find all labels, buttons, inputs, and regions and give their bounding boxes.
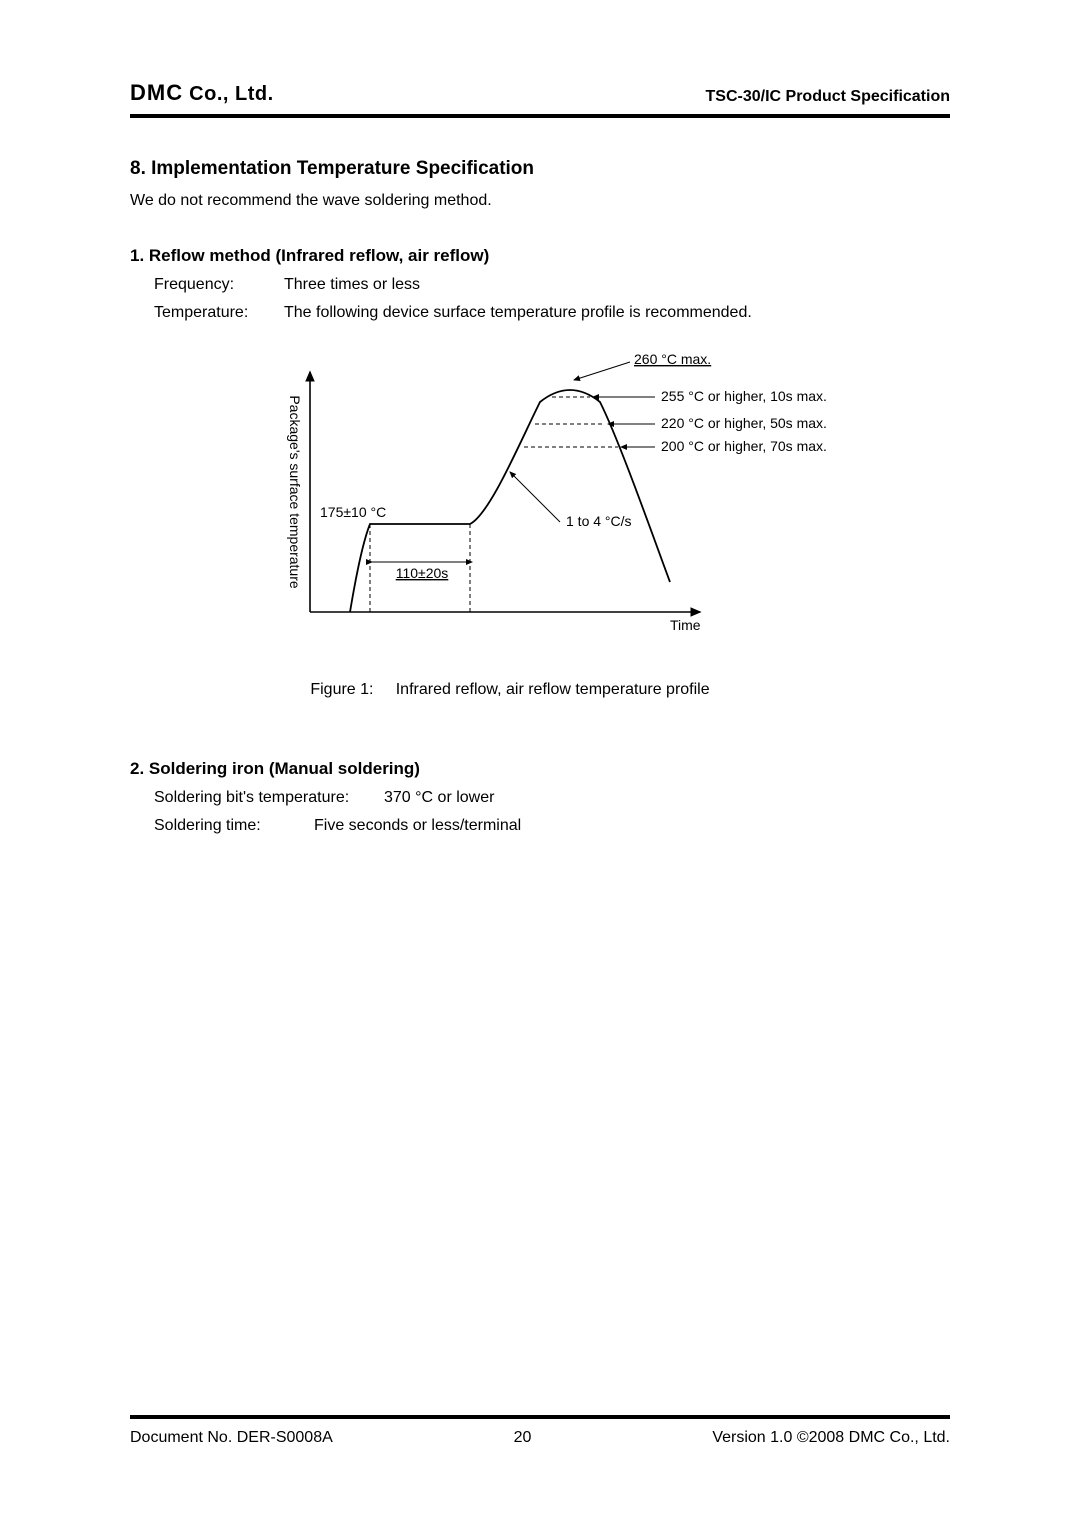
logo-suffix: Co., Ltd.: [183, 83, 274, 105]
reflow-profile-chart: Package's surface temperature Time 175±10 …: [260, 352, 840, 652]
solder-bit-row: Soldering bit's temperature: 370 °C or l…: [130, 789, 950, 807]
footer-doc-no: Document No. DER-S0008A: [130, 1429, 333, 1447]
page-container: DMC Co., Ltd. TSC-30/IC Product Specific…: [130, 80, 950, 1447]
svg-text:200 °C or higher, 70s max.: 200 °C or higher, 70s max.: [661, 438, 827, 454]
svg-text:220 °C or higher, 50s max.: 220 °C or higher, 50s max.: [661, 415, 827, 431]
page-header: DMC Co., Ltd. TSC-30/IC Product Specific…: [130, 80, 950, 112]
footer-version: Version 1.0 ©2008 DMC Co., Ltd.: [712, 1429, 950, 1447]
footer-row: Document No. DER-S0008A 20 Version 1.0 ©…: [130, 1429, 950, 1447]
solder-time-row: Soldering time: Five seconds or less/ter…: [130, 817, 950, 835]
svg-text:1 to 4 °C/s: 1 to 4 °C/s: [566, 513, 632, 529]
logo-main: DMC: [130, 80, 183, 105]
solder-time-value: Five seconds or less/terminal: [314, 817, 950, 835]
section-intro: We do not recommend the wave soldering m…: [130, 192, 950, 210]
reflow-heading: 1. Reflow method (Infrared reflow, air r…: [130, 246, 950, 266]
figure-caption-text: Infrared reflow, air reflow temperature …: [396, 681, 710, 698]
temperature-label: Temperature:: [154, 304, 284, 322]
solder-bit-value: 370 °C or lower: [384, 789, 950, 807]
svg-text:Package's surface temperature: Package's surface temperature: [287, 395, 303, 589]
soldering-heading: 2. Soldering iron (Manual soldering): [130, 759, 950, 779]
header-rule: [130, 114, 950, 118]
svg-text:175±10 °C: 175±10 °C: [320, 504, 386, 520]
frequency-row: Frequency: Three times or less: [130, 276, 950, 294]
footer-rule: [130, 1415, 950, 1419]
reflow-profile-figure: Package's surface temperature Time 175±10 …: [260, 352, 950, 657]
page-footer: Document No. DER-S0008A 20 Version 1.0 ©…: [130, 1415, 950, 1447]
solder-time-label: Soldering time:: [154, 817, 314, 835]
svg-text:260 °C max.: 260 °C max.: [634, 352, 711, 367]
figure-caption: Figure 1: Infrared reflow, air reflow te…: [70, 681, 950, 699]
section-heading: 8. Implementation Temperature Specificat…: [130, 158, 950, 180]
company-logo: DMC Co., Ltd.: [130, 80, 274, 106]
frequency-label: Frequency:: [154, 276, 284, 294]
solder-bit-label: Soldering bit's temperature:: [154, 789, 384, 807]
temperature-value: The following device surface temperature…: [284, 304, 950, 322]
footer-page-no: 20: [514, 1429, 532, 1447]
svg-text:255 °C or higher, 10s max.: 255 °C or higher, 10s max.: [661, 388, 827, 404]
frequency-value: Three times or less: [284, 276, 950, 294]
document-title: TSC-30/IC Product Specification: [706, 88, 950, 106]
figure-caption-label: Figure 1:: [310, 681, 373, 698]
temperature-row: Temperature: The following device surfac…: [130, 304, 950, 322]
svg-text:Time: Time: [670, 617, 701, 633]
svg-text:110±20s: 110±20s: [396, 565, 449, 581]
